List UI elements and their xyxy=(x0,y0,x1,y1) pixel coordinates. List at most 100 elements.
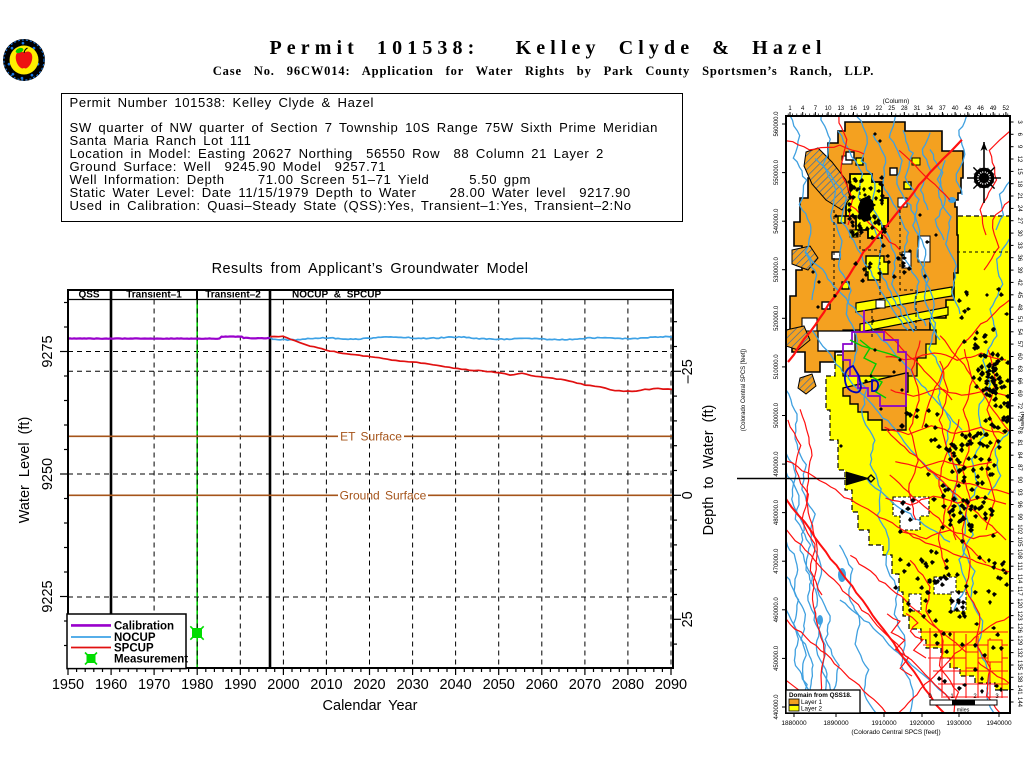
svg-text:1980: 1980 xyxy=(181,677,213,693)
svg-text:Depth to Water (ft): Depth to Water (ft) xyxy=(701,405,717,536)
svg-text:3: 3 xyxy=(995,694,999,700)
svg-text:2030: 2030 xyxy=(396,677,428,693)
svg-text:Layer 1: Layer 1 xyxy=(801,699,823,706)
svg-text:81: 81 xyxy=(1016,439,1022,446)
svg-text:102: 102 xyxy=(1016,524,1022,535)
svg-text:40: 40 xyxy=(952,106,959,112)
svg-text:34: 34 xyxy=(926,106,933,112)
svg-text:39: 39 xyxy=(1016,267,1022,274)
svg-text:●: ● xyxy=(32,45,36,52)
svg-text:105: 105 xyxy=(1016,537,1022,548)
svg-text:12: 12 xyxy=(1016,156,1022,163)
svg-text:(Column): (Column) xyxy=(883,98,910,105)
svg-text:1940000: 1940000 xyxy=(986,720,1012,727)
svg-text:135: 135 xyxy=(1016,660,1022,671)
svg-text:9275: 9275 xyxy=(40,335,56,367)
svg-text:2090: 2090 xyxy=(655,677,687,693)
svg-text:490000.0: 490000.0 xyxy=(774,451,780,477)
svg-text:25: 25 xyxy=(888,106,895,112)
svg-text:2060: 2060 xyxy=(526,677,558,693)
svg-text:miles: miles xyxy=(957,708,970,714)
svg-text:1990: 1990 xyxy=(224,677,256,693)
svg-text:51: 51 xyxy=(1016,316,1022,323)
svg-text:78: 78 xyxy=(1016,427,1022,434)
svg-text:0: 0 xyxy=(928,694,932,700)
svg-text:4: 4 xyxy=(801,106,805,112)
svg-text:63: 63 xyxy=(1016,365,1022,372)
svg-text:2080: 2080 xyxy=(612,677,644,693)
svg-text:141: 141 xyxy=(1016,685,1022,696)
svg-text:72: 72 xyxy=(1016,402,1022,409)
svg-text:7: 7 xyxy=(814,106,818,112)
svg-text:111: 111 xyxy=(1016,562,1022,572)
svg-text:550000.0: 550000.0 xyxy=(774,159,780,185)
svg-text:1: 1 xyxy=(950,694,954,700)
svg-text:28: 28 xyxy=(901,106,908,112)
svg-text:9250: 9250 xyxy=(40,458,56,490)
svg-text:540000.0: 540000.0 xyxy=(774,208,780,234)
svg-text:57: 57 xyxy=(1016,341,1022,348)
svg-text:16: 16 xyxy=(850,106,857,112)
svg-text:Ground Surface: Ground Surface xyxy=(340,488,427,502)
svg-text:31: 31 xyxy=(914,106,921,112)
svg-text:2040: 2040 xyxy=(439,677,471,693)
svg-text:108: 108 xyxy=(1016,549,1022,560)
svg-text:66: 66 xyxy=(1016,378,1022,385)
svg-text:49: 49 xyxy=(990,106,997,112)
svg-text:Water Level (ft): Water Level (ft) xyxy=(17,417,33,524)
svg-text:510000.0: 510000.0 xyxy=(774,354,780,380)
svg-text:QSS: QSS xyxy=(78,290,99,301)
svg-text:43: 43 xyxy=(964,106,971,112)
svg-text:48: 48 xyxy=(1016,304,1022,311)
svg-text:0: 0 xyxy=(680,491,696,499)
svg-text:2: 2 xyxy=(973,694,977,700)
svg-text:45: 45 xyxy=(1016,291,1022,298)
svg-text:(Colorado Central SPCS [feet]): (Colorado Central SPCS [feet]) xyxy=(851,729,940,736)
svg-text:24: 24 xyxy=(1016,205,1022,212)
svg-text:Transient–1: Transient–1 xyxy=(126,290,182,301)
svg-text:Calibration: Calibration xyxy=(114,620,174,632)
svg-text:●: ● xyxy=(36,61,40,68)
svg-text:440000.0: 440000.0 xyxy=(774,694,780,720)
svg-text:93: 93 xyxy=(1016,489,1022,496)
svg-text:60: 60 xyxy=(1016,353,1022,360)
svg-text:144: 144 xyxy=(1016,697,1022,708)
svg-text:114: 114 xyxy=(1016,574,1022,584)
svg-text:●: ● xyxy=(21,40,25,47)
svg-text:●: ● xyxy=(10,45,14,52)
svg-text:500000.0: 500000.0 xyxy=(774,402,780,428)
svg-text:Domain from QSS18.: Domain from QSS18. xyxy=(789,692,852,699)
svg-text:●: ● xyxy=(11,71,15,78)
svg-text:530000.0: 530000.0 xyxy=(774,257,780,283)
svg-text:Transient–2: Transient–2 xyxy=(205,290,261,301)
svg-text:●: ● xyxy=(30,72,34,79)
svg-text:520000.0: 520000.0 xyxy=(774,305,780,331)
svg-text:–25: –25 xyxy=(680,359,696,383)
svg-text:138: 138 xyxy=(1016,672,1022,683)
svg-text:22: 22 xyxy=(876,106,883,112)
svg-text:Calendar Year: Calendar Year xyxy=(323,698,418,714)
svg-text:13: 13 xyxy=(837,106,844,112)
svg-text:84: 84 xyxy=(1016,452,1022,459)
svg-text:90: 90 xyxy=(1016,477,1022,484)
svg-text:NOCUP: NOCUP xyxy=(114,632,156,644)
svg-text:Layer 2: Layer 2 xyxy=(801,706,823,713)
svg-text:ET Surface: ET Surface xyxy=(340,429,402,443)
svg-text:96: 96 xyxy=(1016,501,1022,508)
svg-text:9225: 9225 xyxy=(40,580,56,612)
svg-text:1: 1 xyxy=(788,106,792,112)
svg-text:10: 10 xyxy=(825,106,832,112)
svg-text:1920000: 1920000 xyxy=(909,720,935,727)
svg-text:1960: 1960 xyxy=(95,677,127,693)
svg-text:132: 132 xyxy=(1016,648,1022,659)
svg-text:9: 9 xyxy=(1016,145,1022,149)
svg-text:75: 75 xyxy=(1016,415,1022,422)
svg-text:●: ● xyxy=(7,61,11,68)
svg-text:129: 129 xyxy=(1016,635,1022,646)
svg-text:NOCUP & SPCUP: NOCUP & SPCUP xyxy=(292,290,381,301)
svg-text:560000.0: 560000.0 xyxy=(774,111,780,137)
svg-text:54: 54 xyxy=(1016,328,1022,335)
svg-text:18: 18 xyxy=(1016,180,1022,187)
svg-text:2050: 2050 xyxy=(483,677,515,693)
svg-text:46: 46 xyxy=(977,106,984,112)
